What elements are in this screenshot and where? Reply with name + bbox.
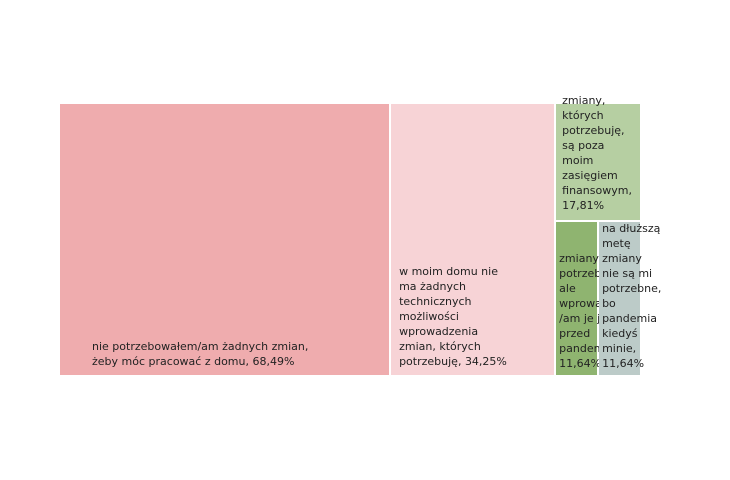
tile-no-technical-possibility: w moim domu nie ma żadnych technicznych … xyxy=(391,104,555,375)
tile-label-financial-reach: zmiany, których potrzebuję, są poza moim… xyxy=(562,94,632,213)
tile-changes-before-pandemic: zmiany były potrzebne, ale wprowadziłem … xyxy=(556,222,638,375)
tile-label-pandemic-will-pass: na dłuższą metę zmiany nie są mi potrzeb… xyxy=(602,221,662,370)
tile-label-no-technical-possibility: w moim domu nie ma żadnych technicznych … xyxy=(399,265,507,368)
tile-label-no-changes-needed: nie potrzebowałem/am żadnych zmian, żeby… xyxy=(92,340,309,368)
tile-label-changes-before-pandemic: zmiany były potrzebne, ale wprowadziłem … xyxy=(559,251,638,370)
tile-pandemic-will-pass: na dłuższą metę zmiany nie są mi potrzeb… xyxy=(599,222,661,375)
tile-financial-reach: zmiany, których potrzebuję, są poza moim… xyxy=(556,94,640,221)
tile-no-changes-needed: nie potrzebowałem/am żadnych zmian, żeby… xyxy=(60,104,390,375)
